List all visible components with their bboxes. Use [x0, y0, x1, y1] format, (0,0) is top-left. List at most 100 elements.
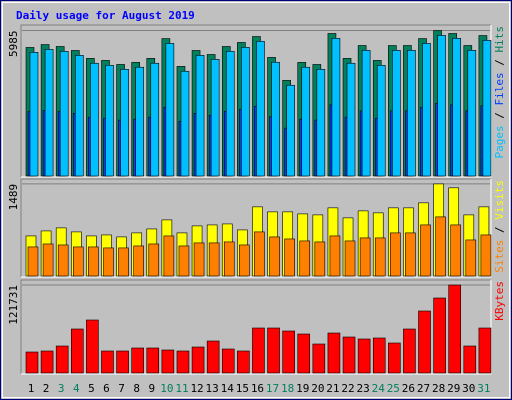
bar [101, 350, 114, 374]
bar [103, 247, 114, 277]
bar [329, 235, 341, 277]
x-tick-label: 2 [43, 382, 50, 395]
legend-entry: Files [493, 66, 506, 106]
bar [267, 327, 280, 374]
bar [269, 236, 280, 277]
bar [27, 246, 39, 277]
x-tick-label: 10 [160, 382, 173, 395]
x-tick-label: 12 [190, 382, 203, 395]
bar [165, 43, 175, 177]
bar [133, 245, 144, 277]
bar [55, 345, 69, 374]
bar [146, 347, 160, 374]
x-tick-label: 15 [236, 382, 249, 395]
x-tick-label: 30 [462, 382, 475, 395]
chart-title: Daily usage for August 2019 [16, 9, 195, 22]
bar [331, 38, 341, 177]
x-tick-label: 25 [387, 382, 400, 395]
bar [420, 224, 431, 277]
legend-entry: Sites [493, 233, 506, 273]
bar [59, 51, 69, 177]
x-tick-label: 26 [402, 382, 415, 395]
bar [407, 50, 416, 177]
bar [237, 350, 250, 374]
bar [86, 319, 99, 374]
bar [465, 239, 477, 277]
bar [482, 40, 492, 177]
panel-bevel [20, 178, 491, 277]
x-tick-label: 21 [326, 382, 339, 395]
x-tick-label: 24 [372, 382, 386, 395]
bar [131, 347, 144, 374]
bar [176, 350, 190, 374]
x-tick-label: 4 [73, 382, 80, 395]
legend-entry: Pages [493, 119, 506, 159]
bar [448, 284, 462, 374]
bar [252, 327, 265, 374]
bar [118, 247, 129, 277]
x-tick-label: 23 [357, 382, 370, 395]
bar [195, 55, 205, 177]
x-tick-label: 27 [417, 382, 430, 395]
bar [70, 328, 84, 374]
x-tick-label: 8 [133, 382, 140, 395]
legend-separator: / [493, 106, 506, 119]
y-tick-label: 5985 [7, 31, 20, 58]
bar [206, 340, 220, 374]
bar [299, 240, 311, 277]
bar [301, 66, 311, 177]
bar [344, 240, 356, 277]
bar [150, 62, 160, 177]
bar [116, 350, 129, 374]
panel-bevel [20, 279, 491, 374]
bar [161, 349, 175, 374]
bar [361, 50, 371, 177]
bar [297, 333, 311, 374]
bar [271, 61, 280, 177]
bar [88, 246, 99, 277]
bar [42, 243, 54, 277]
bar [72, 246, 84, 277]
legend-separator: / [493, 220, 506, 233]
y-tick-label: 121731 [7, 285, 20, 325]
panel-bevel [21, 179, 492, 278]
legend: KBytes [493, 281, 506, 321]
x-tick-label: 11 [175, 382, 188, 395]
bar [286, 84, 295, 177]
bar [372, 337, 386, 374]
bar [346, 62, 356, 177]
x-tick-label: 9 [148, 382, 155, 395]
bar [403, 328, 416, 374]
bar [480, 234, 492, 277]
x-tick-label: 16 [251, 382, 264, 395]
bar [357, 338, 371, 374]
legend: Sites / Visits [493, 180, 506, 273]
bar [105, 65, 114, 177]
x-tick-label: 19 [296, 382, 309, 395]
panel-bevel [20, 24, 491, 177]
bar [342, 336, 356, 374]
bar [254, 231, 265, 277]
legend-entry: Visits [493, 180, 506, 220]
bar [316, 69, 326, 177]
x-tick-label: 7 [118, 382, 125, 395]
y-tick-label: 1489 [7, 184, 20, 211]
x-tick-label: 3 [58, 382, 65, 395]
x-tick-label: 1 [28, 382, 35, 395]
bar [148, 243, 160, 277]
legend-entry: KBytes [493, 281, 506, 321]
x-tick-label: 13 [206, 382, 219, 395]
bar [256, 41, 265, 177]
bar [450, 224, 462, 277]
x-tick-label: 17 [266, 382, 279, 395]
bar [374, 237, 386, 277]
bar [221, 348, 235, 374]
bar [25, 351, 39, 374]
bar [418, 310, 431, 374]
x-tick-label: 14 [221, 382, 235, 395]
bar [225, 51, 235, 177]
panel-bevel [21, 280, 492, 375]
legend-separator: / [493, 53, 506, 66]
bar [120, 69, 129, 177]
